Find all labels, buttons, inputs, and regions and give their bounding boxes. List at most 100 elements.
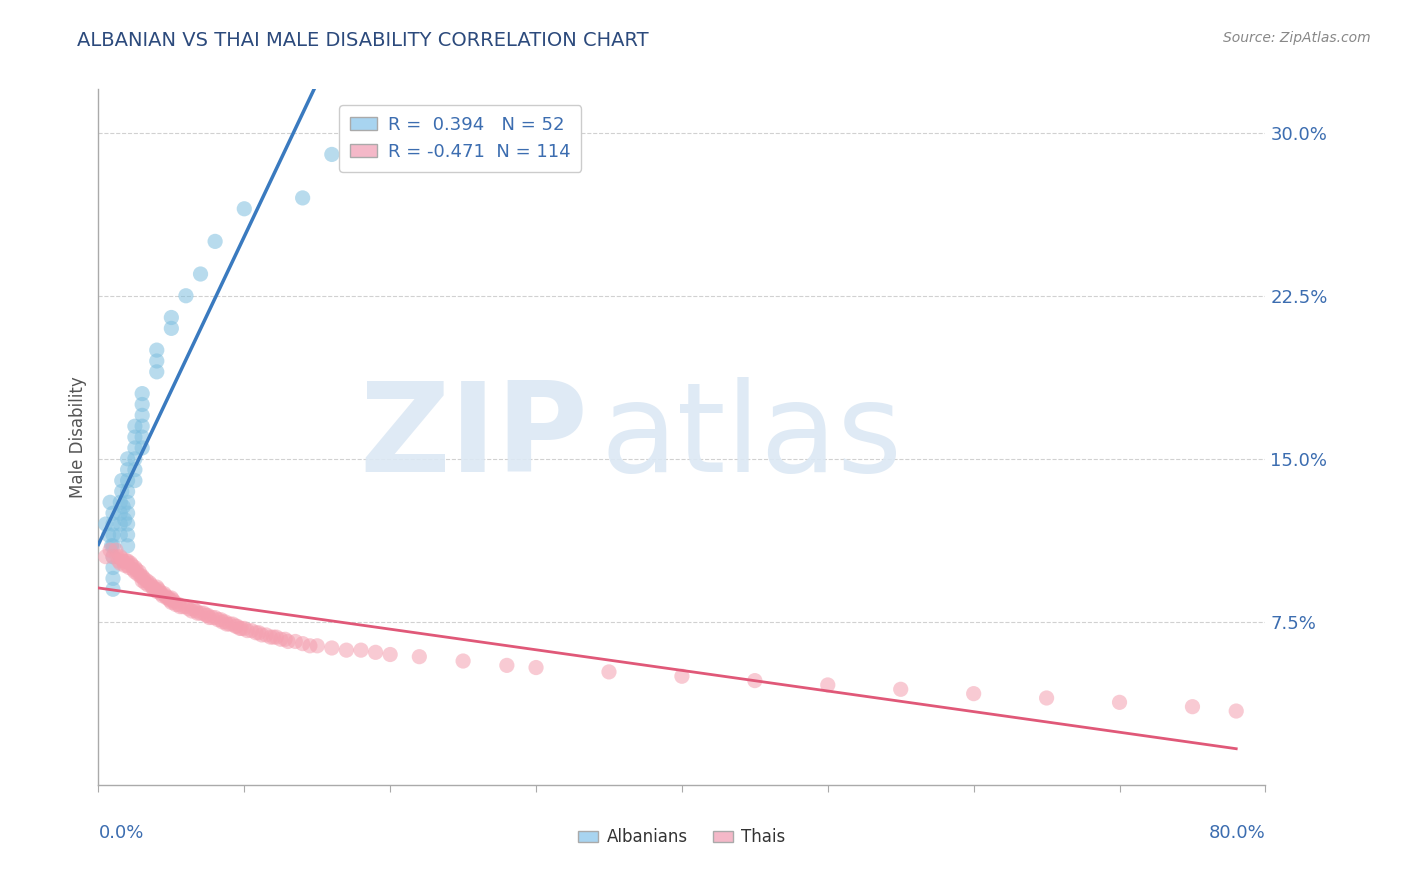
Point xyxy=(104,543,127,558)
Point xyxy=(671,669,693,683)
Point xyxy=(124,565,146,579)
Point xyxy=(115,554,138,568)
Point xyxy=(124,474,146,488)
Point xyxy=(159,593,181,607)
Point xyxy=(380,648,402,662)
Point xyxy=(148,582,170,597)
Point xyxy=(105,549,128,564)
Point xyxy=(131,430,153,444)
Point xyxy=(124,560,146,574)
Point xyxy=(135,574,157,588)
Point xyxy=(207,613,229,627)
Point xyxy=(214,615,236,629)
Point xyxy=(131,569,153,583)
Point xyxy=(131,409,153,423)
Point xyxy=(180,604,202,618)
Point xyxy=(114,513,136,527)
Point xyxy=(131,397,153,411)
Point xyxy=(146,584,169,599)
Point xyxy=(117,451,139,466)
Point xyxy=(172,599,194,614)
Point xyxy=(101,549,124,564)
Point xyxy=(132,571,155,585)
Point xyxy=(254,628,277,642)
Point xyxy=(101,528,124,542)
Point xyxy=(291,637,314,651)
Point xyxy=(117,474,139,488)
Point xyxy=(94,516,117,531)
Point xyxy=(236,624,259,638)
Point xyxy=(138,575,160,590)
Point xyxy=(117,528,139,542)
Point xyxy=(111,551,134,566)
Point xyxy=(110,506,132,520)
Point xyxy=(131,419,153,434)
Point xyxy=(169,599,191,614)
Point xyxy=(201,610,224,624)
Point xyxy=(117,495,139,509)
Point xyxy=(101,549,124,564)
Point xyxy=(245,625,267,640)
Point xyxy=(162,593,184,607)
Point xyxy=(136,578,159,592)
Point xyxy=(110,549,132,564)
Point xyxy=(211,615,233,629)
Point xyxy=(225,619,247,633)
Point xyxy=(129,569,152,583)
Point xyxy=(127,567,149,582)
Point xyxy=(143,582,166,597)
Text: 80.0%: 80.0% xyxy=(1209,824,1265,842)
Point xyxy=(101,516,124,531)
Point xyxy=(118,560,141,574)
Point xyxy=(141,580,163,594)
Point xyxy=(124,419,146,434)
Point xyxy=(101,506,124,520)
Text: 0.0%: 0.0% xyxy=(98,824,143,842)
Point xyxy=(284,634,307,648)
Point xyxy=(1181,699,1204,714)
Point xyxy=(100,539,122,553)
Legend: Albanians, Thais: Albanians, Thais xyxy=(578,828,786,847)
Point xyxy=(131,574,153,588)
Point xyxy=(197,608,219,623)
Point xyxy=(156,591,179,605)
Point xyxy=(111,484,134,499)
Point xyxy=(262,630,284,644)
Text: ALBANIAN VS THAI MALE DISABILITY CORRELATION CHART: ALBANIAN VS THAI MALE DISABILITY CORRELA… xyxy=(77,31,650,50)
Point xyxy=(174,289,197,303)
Point xyxy=(350,643,373,657)
Point xyxy=(101,560,124,574)
Point xyxy=(221,617,243,632)
Point xyxy=(496,658,519,673)
Point xyxy=(1225,704,1247,718)
Point xyxy=(160,595,183,609)
Point xyxy=(97,528,120,542)
Point xyxy=(117,506,139,520)
Point xyxy=(114,558,136,573)
Point xyxy=(110,528,132,542)
Point xyxy=(524,660,547,674)
Point xyxy=(890,682,912,697)
Point xyxy=(744,673,766,688)
Point xyxy=(160,321,183,335)
Point xyxy=(209,613,232,627)
Point xyxy=(131,441,153,455)
Point xyxy=(231,621,253,635)
Text: Source: ZipAtlas.com: Source: ZipAtlas.com xyxy=(1223,31,1371,45)
Point xyxy=(139,578,162,592)
Point xyxy=(307,639,329,653)
Point xyxy=(277,634,299,648)
Point xyxy=(124,463,146,477)
Point xyxy=(120,556,142,570)
Point xyxy=(177,602,200,616)
Point xyxy=(153,587,176,601)
Point xyxy=(121,558,143,573)
Point xyxy=(98,495,121,509)
Point xyxy=(152,589,174,603)
Point xyxy=(142,582,165,597)
Point xyxy=(157,591,180,605)
Y-axis label: Male Disability: Male Disability xyxy=(69,376,87,498)
Point xyxy=(117,463,139,477)
Point xyxy=(259,630,281,644)
Point xyxy=(187,606,209,620)
